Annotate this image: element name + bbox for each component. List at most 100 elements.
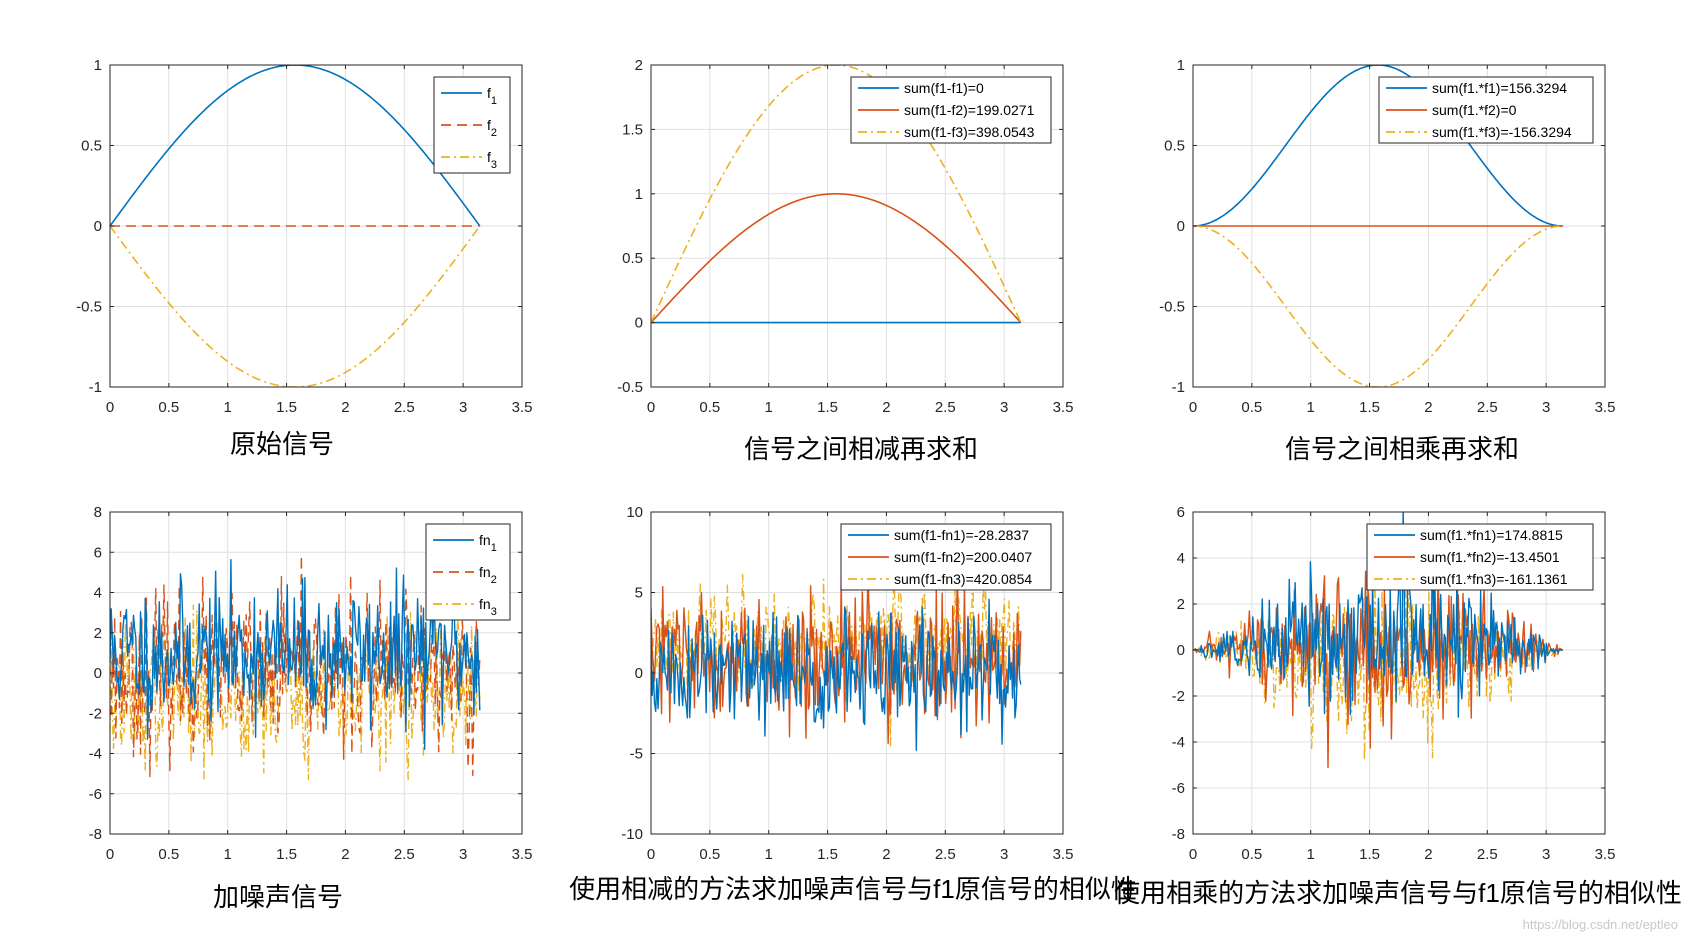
x-tick-label: 0	[106, 399, 114, 416]
series-group	[651, 542, 1022, 752]
x-tick-label: 2.5	[394, 846, 415, 863]
legend-label-1: sum(f1-f1)=0	[904, 80, 984, 96]
x-tick-label: 3	[1542, 846, 1550, 863]
x-tick-label: 0	[1189, 846, 1197, 863]
x-tick-label: 3.5	[1053, 399, 1074, 416]
x-tick-label: 2	[341, 399, 349, 416]
subplot-3: 0 0.5 1 1.5 2 2.5 3 3.5 -1 -0.5 0 0.5 1 sum(f1.*f1)=1…	[1159, 57, 1615, 464]
subplot-caption: 使用相减的方法求加噪声信号与f1原信号的相似性	[569, 874, 1137, 904]
y-tick-label: 0	[635, 665, 643, 682]
subplot-caption: 加噪声信号	[213, 882, 343, 912]
x-tick-label: 2	[1424, 846, 1432, 863]
y-tick-label: 2	[635, 57, 643, 74]
subplot-1: 0 0.5 1 1.5 2 2.5 3 3.5 -1 -0.5 0 0.5 1 f1 f2 f3 原始信号	[76, 57, 532, 459]
x-tick-label: 0	[1189, 399, 1197, 416]
y-tick-label: -10	[621, 826, 643, 843]
subplot-caption: 使用相乘的方法求加噪声信号与f1原信号的相似性	[1114, 878, 1682, 908]
x-tick-label: 2	[341, 846, 349, 863]
y-tick-label: -4	[89, 746, 102, 763]
legend-label-3: sum(f1.*f3)=-156.3294	[1432, 124, 1572, 140]
y-tick-label: 0	[1177, 642, 1185, 659]
x-tick-label: 1.5	[276, 846, 297, 863]
series-line-2	[651, 193, 1022, 324]
y-tick-label: 0	[635, 315, 643, 332]
y-tick-label: 1	[1177, 57, 1185, 74]
axes-box	[650, 64, 1064, 388]
x-tick-label: 2.5	[394, 399, 415, 416]
x-tick-label: 3	[1542, 399, 1550, 416]
x-tick-label: 2.5	[1477, 846, 1498, 863]
y-tick-label: 1	[635, 186, 643, 203]
series-line-1	[1193, 65, 1563, 227]
y-tick-label: 10	[626, 504, 643, 521]
legend-label-1: sum(f1-fn1)=-28.2837	[894, 527, 1029, 543]
series-group	[110, 554, 481, 781]
y-tick-label: -8	[1172, 826, 1185, 843]
y-tick-label: 6	[1177, 504, 1185, 521]
y-tick-label: -5	[630, 746, 643, 763]
x-tick-label: 0	[106, 846, 114, 863]
legend-label-1: sum(f1.*fn1)=174.8815	[1420, 527, 1563, 543]
series-line-3	[1193, 566, 1564, 762]
y-tick-label: 4	[1177, 550, 1185, 567]
x-tick-label: 0.5	[699, 846, 720, 863]
x-tick-label: 0.5	[1241, 846, 1262, 863]
legend-label-3: f3	[487, 149, 497, 171]
y-tick-label: 1.5	[622, 121, 643, 138]
watermark: https://blog.csdn.net/eptleo	[1523, 917, 1678, 932]
subplot-caption: 信号之间相乘再求和	[1285, 434, 1519, 464]
x-tick-label: 1.5	[1359, 846, 1380, 863]
y-tick-label: -6	[1172, 780, 1185, 797]
series-line-3	[651, 542, 1022, 747]
y-tick-label: -2	[1172, 688, 1185, 705]
series-line-1	[110, 65, 481, 227]
y-tick-label: 8	[94, 504, 102, 521]
y-tick-label: -0.5	[1159, 299, 1185, 316]
y-tick-label: -0.5	[76, 299, 102, 316]
legend: sum(f1.*fn1)=174.8815 sum(f1.*fn2)=-13.45…	[1366, 523, 1594, 591]
legend-label-3: sum(f1-fn3)=420.0854	[894, 571, 1032, 587]
y-tick-label: 0.5	[81, 138, 102, 155]
x-tick-label: 3.5	[1053, 846, 1074, 863]
y-tick-label: 0	[1177, 218, 1185, 235]
y-tick-label: -6	[89, 786, 102, 803]
legend: sum(f1-f1)=0 sum(f1-f2)=199.0271 sum(f1-f3…	[850, 76, 1052, 144]
x-tick-label: 2	[1424, 399, 1432, 416]
series-line-3	[110, 225, 481, 387]
legend-label-2: sum(f1.*fn2)=-13.4501	[1420, 549, 1560, 565]
series-line-1	[1193, 512, 1563, 718]
x-tick-label: 1	[765, 846, 773, 863]
x-tick-label: 3	[1000, 399, 1008, 416]
legend-label-1: f1	[487, 85, 497, 107]
y-tick-label: 0	[94, 665, 102, 682]
x-tick-label: 3.5	[512, 846, 533, 863]
y-tick-label: -1	[89, 379, 102, 396]
x-tick-label: 0	[647, 846, 655, 863]
series-line-1	[110, 558, 481, 750]
legend-label-2: sum(f1.*f2)=0	[1432, 102, 1517, 118]
x-tick-label: 3.5	[1595, 399, 1616, 416]
subplot-caption: 信号之间相减再求和	[744, 434, 978, 464]
x-tick-label: 1	[765, 399, 773, 416]
x-tick-label: 0.5	[158, 846, 179, 863]
subplot-5: 0 0.5 1 1.5 2 2.5 3 3.5 -10 -5 0 5 10 sum(f1-fn1)=-28…	[569, 504, 1137, 904]
y-tick-label: -0.5	[617, 379, 643, 396]
series-group	[651, 65, 1022, 324]
x-tick-label: 3.5	[1595, 846, 1616, 863]
x-tick-label: 0.5	[699, 399, 720, 416]
series-line-3	[651, 65, 1022, 323]
y-tick-label: -4	[1172, 734, 1185, 751]
legend-label-3: sum(f1-f3)=398.0543	[904, 124, 1035, 140]
series-group	[1193, 512, 1564, 769]
x-tick-label: 0	[647, 399, 655, 416]
x-tick-label: 1	[1307, 846, 1315, 863]
x-tick-label: 2.5	[935, 399, 956, 416]
series-group	[1193, 65, 1563, 387]
y-tick-label: 0.5	[1164, 138, 1185, 155]
y-tick-label: 1	[94, 57, 102, 74]
y-tick-label: 6	[94, 544, 102, 561]
y-tick-label: -1	[1172, 379, 1185, 396]
legend: sum(f1-fn1)=-28.2837 sum(f1-fn2)=200.0407…	[840, 523, 1052, 591]
